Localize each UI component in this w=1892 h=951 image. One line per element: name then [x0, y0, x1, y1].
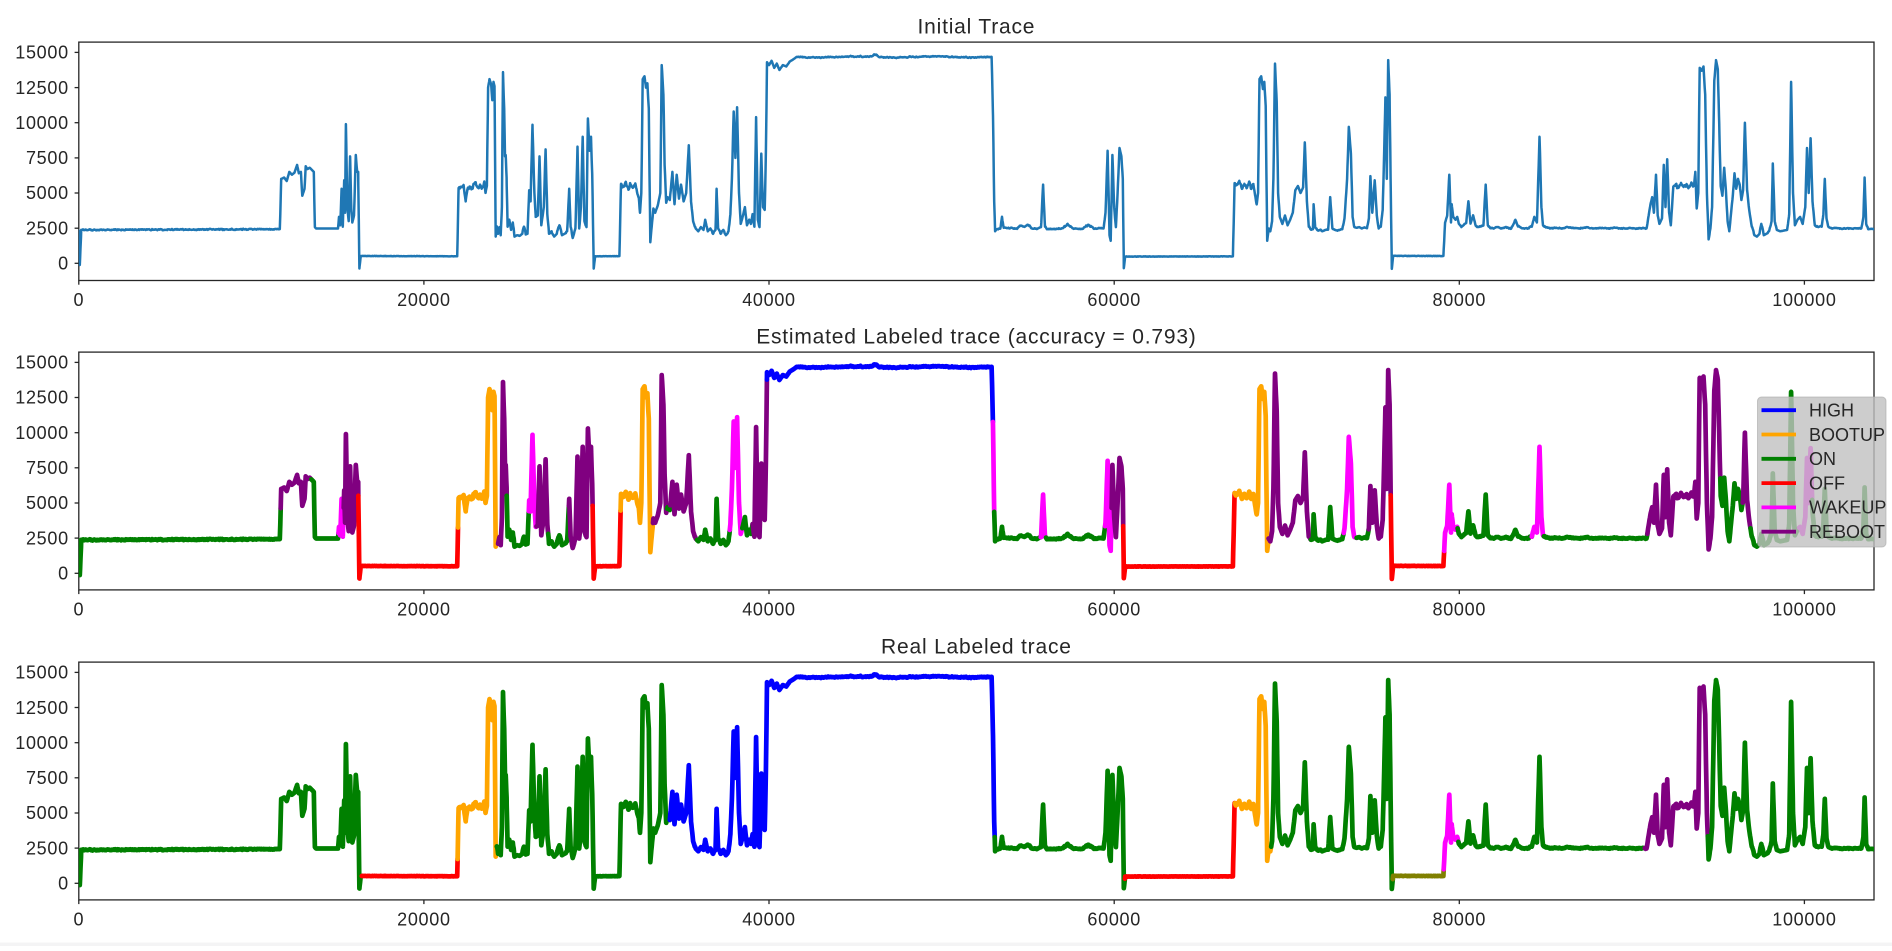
svg-text:0: 0 — [73, 290, 84, 310]
svg-text:HIGH: HIGH — [1809, 401, 1854, 421]
svg-text:ON: ON — [1809, 449, 1836, 469]
svg-text:0: 0 — [58, 874, 69, 894]
svg-text:BOOTUP: BOOTUP — [1809, 425, 1885, 445]
svg-text:100000: 100000 — [1772, 600, 1836, 620]
svg-text:40000: 40000 — [742, 910, 796, 930]
svg-text:60000: 60000 — [1087, 910, 1141, 930]
svg-text:Estimated Labeled trace (accur: Estimated Labeled trace (accuracy = 0.79… — [756, 326, 1196, 349]
svg-text:60000: 60000 — [1087, 600, 1141, 620]
svg-text:7500: 7500 — [26, 768, 69, 788]
svg-text:80000: 80000 — [1433, 600, 1487, 620]
svg-text:100000: 100000 — [1772, 910, 1836, 930]
svg-text:80000: 80000 — [1433, 290, 1487, 310]
svg-text:7500: 7500 — [26, 148, 69, 168]
svg-text:20000: 20000 — [397, 910, 451, 930]
svg-text:15000: 15000 — [15, 663, 69, 683]
svg-text:20000: 20000 — [397, 290, 451, 310]
svg-text:7500: 7500 — [26, 458, 69, 478]
svg-text:80000: 80000 — [1433, 910, 1487, 930]
svg-text:0: 0 — [58, 254, 69, 274]
svg-text:100000: 100000 — [1772, 290, 1836, 310]
svg-text:10000: 10000 — [15, 423, 69, 443]
svg-text:15000: 15000 — [15, 353, 69, 373]
svg-text:2500: 2500 — [26, 528, 69, 548]
svg-text:Real Labeled trace: Real Labeled trace — [881, 636, 1072, 659]
svg-text:Initial Trace: Initial Trace — [918, 16, 1036, 39]
svg-text:10000: 10000 — [15, 113, 69, 133]
svg-text:5000: 5000 — [26, 803, 69, 823]
svg-text:REBOOT: REBOOT — [1809, 522, 1885, 542]
svg-text:40000: 40000 — [742, 600, 796, 620]
svg-text:12500: 12500 — [15, 698, 69, 718]
svg-text:10000: 10000 — [15, 733, 69, 753]
svg-text:0: 0 — [73, 910, 84, 930]
svg-text:0: 0 — [73, 600, 84, 620]
svg-text:60000: 60000 — [1087, 290, 1141, 310]
svg-text:0: 0 — [58, 564, 69, 584]
svg-text:40000: 40000 — [742, 290, 796, 310]
svg-text:15000: 15000 — [15, 43, 69, 63]
svg-text:2500: 2500 — [26, 218, 69, 238]
svg-text:OFF: OFF — [1809, 473, 1845, 493]
svg-text:WAKEUP: WAKEUP — [1809, 498, 1886, 518]
svg-text:12500: 12500 — [15, 78, 69, 98]
svg-text:20000: 20000 — [397, 600, 451, 620]
svg-text:5000: 5000 — [26, 493, 69, 513]
svg-text:12500: 12500 — [15, 388, 69, 408]
svg-text:2500: 2500 — [26, 838, 69, 858]
svg-text:5000: 5000 — [26, 183, 69, 203]
